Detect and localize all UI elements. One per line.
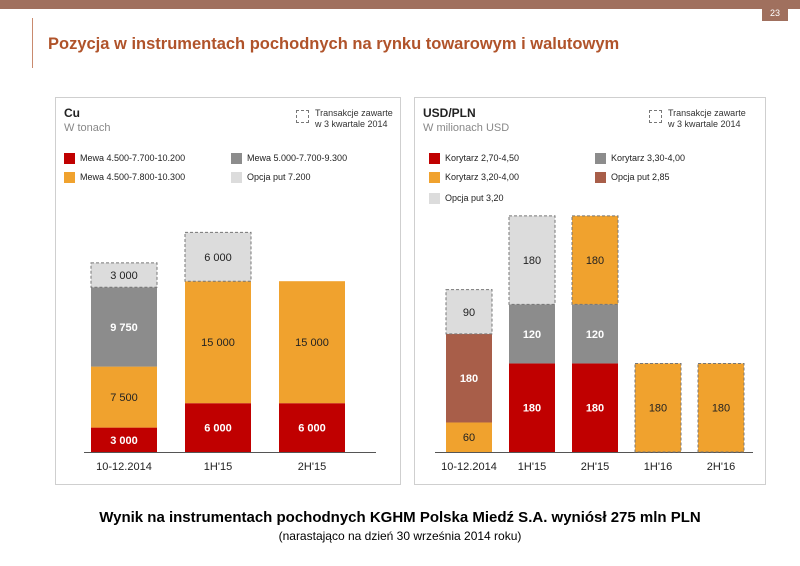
legend-swatch	[429, 153, 440, 164]
usdpln-data-label-2-2: 180	[586, 403, 604, 415]
cu-bar-segment-1-0	[185, 403, 251, 452]
legend-label: Korytarz 3,20-4,00	[445, 172, 520, 182]
usdpln-category-label-2: 2H'15	[581, 461, 609, 473]
legend-swatch	[429, 193, 440, 204]
usdpln-category-label-0: 10-12.2014	[441, 461, 497, 473]
usdpln-bar-segment-1-4	[508, 215, 556, 305]
usdpln-data-label-1-4: 180	[523, 255, 541, 267]
cu-stacked-bar-chart: 3 000 7 500 9 750 3 000 10-12.2014 6 000 15 00…	[84, 231, 376, 473]
usdpln-category-label-3: 1H'16	[644, 461, 672, 473]
legend-label: Opcja put 2,85	[611, 172, 670, 182]
legend-swatch	[595, 153, 606, 164]
dashed-box-icon	[296, 110, 309, 123]
legend-swatch	[64, 153, 75, 164]
usdpln-dashed-legend: Transakcje zawarte w 3 kwartale 2014	[649, 108, 746, 130]
usdpln-dashed-legend-text: Transakcje zawarte w 3 kwartale 2014	[668, 108, 746, 129]
usdpln-data-label-0-0: 60	[463, 432, 475, 444]
usdpln-category-label-4: 2H'16	[707, 461, 735, 473]
usdpln-bar-segment-2-3	[572, 304, 618, 364]
cu-bar-segment-0-3	[90, 262, 158, 288]
cu-dashed-legend: Transakcje zawarte w 3 kwartale 2014	[296, 108, 393, 130]
usdpln-bar-segment-0-4	[445, 289, 493, 335]
usdpln-bar-segment-0-1	[446, 333, 492, 423]
footer-date-note: (narastająco na dzień 30 września 2014 r…	[278, 529, 522, 543]
legend-swatch	[231, 172, 242, 183]
cu-bar-segment-0-0	[91, 427, 157, 452]
legend-label: Mewa 5.000-7.700-9.300	[247, 153, 348, 163]
legend-label: Opcja put 3,20	[445, 193, 504, 203]
usdpln-bar-segment-2-2	[572, 363, 618, 452]
cu-chart-subtitle: W tonach	[64, 122, 111, 134]
page-title: Pozycja w instrumentach pochodnych na ry…	[48, 35, 620, 53]
cu-data-label-1-1: 15 000	[201, 337, 235, 349]
cu-bar-segment-1-1	[185, 281, 251, 404]
dashed-box-icon	[649, 110, 662, 123]
cu-bar-segment-0-2	[91, 287, 157, 367]
cu-bar-segment-1-3	[184, 231, 252, 282]
cu-data-label-0-3: 3 000	[110, 270, 138, 282]
cu-bar-segment-2-1	[279, 281, 345, 404]
usdpln-data-label-2-3: 120	[586, 329, 604, 341]
legend-label: Korytarz 3,30-4,00	[611, 153, 686, 163]
cu-data-label-2-1: 15 000	[295, 337, 329, 349]
legend-label: Mewa 4.500-7.700-10.200	[80, 153, 186, 163]
cu-bar-segment-0-1	[91, 366, 157, 428]
cu-data-label-0-1: 7 500	[110, 392, 138, 404]
cu-data-label-1-3: 6 000	[204, 252, 232, 264]
usdpln-bar-segment-4-5	[697, 362, 745, 453]
cu-bar-segment-2-0	[279, 403, 345, 452]
legend-label: Korytarz 2,70-4,50	[445, 153, 520, 163]
cu-dashed-legend-text: Transakcje zawarte w 3 kwartale 2014	[315, 108, 393, 129]
usdpln-data-label-0-4: 90	[463, 307, 475, 319]
usdpln-bar-segment-3-5	[634, 362, 682, 453]
legend-swatch	[429, 172, 440, 183]
page-number: 23	[762, 5, 788, 21]
usdpln-bar-segment-0-0	[446, 422, 492, 452]
cu-chart-panel: Cu W tonach Transakcje zawarte w 3 kwart…	[55, 97, 401, 485]
legend-label: Mewa 4.500-7.800-10.300	[80, 172, 186, 182]
usdpln-category-label-1: 1H'15	[518, 461, 546, 473]
top-bar	[0, 0, 800, 9]
usdpln-data-label-4-5: 180	[712, 403, 730, 415]
cu-data-label-1-0: 6 000	[204, 423, 232, 435]
usdpln-bar-segment-1-2	[509, 363, 555, 452]
cu-category-label-1: 1H'15	[204, 461, 232, 473]
usdpln-data-label-2-5: 180	[586, 255, 604, 267]
cu-data-label-0-2: 9 750	[110, 322, 138, 334]
cu-category-label-0: 10-12.2014	[96, 461, 152, 473]
legend-swatch	[231, 153, 242, 164]
cu-category-label-2: 2H'15	[298, 461, 326, 473]
usdpln-chart-title: USD/PLN	[423, 106, 476, 120]
title-rule	[32, 18, 33, 68]
usdpln-bar-segment-1-3	[509, 304, 555, 364]
usdpln-data-label-1-3: 120	[523, 329, 541, 341]
cu-data-label-2-0: 6 000	[298, 423, 326, 435]
legend-swatch	[64, 172, 75, 183]
usdpln-data-label-0-1: 180	[460, 373, 478, 385]
usdpln-data-label-1-2: 180	[523, 403, 541, 415]
usdpln-data-label-3-5: 180	[649, 403, 667, 415]
usdpln-chart-panel: USD/PLN W milionach USD Transakcje zawar…	[414, 97, 766, 485]
footer-result-text: Wynik na instrumentach pochodnych KGHM P…	[99, 509, 701, 526]
legend-label: Opcja put 7.200	[247, 172, 311, 182]
usdpln-stacked-bar-chart: 60 180 90 10-12.2014 180 120 180 1H'15 180 120 180…	[435, 215, 753, 473]
usdpln-chart-subtitle: W milionach USD	[423, 122, 510, 134]
legend-swatch	[595, 172, 606, 183]
usdpln-bar-segment-2-5	[571, 215, 619, 305]
cu-chart-title: Cu	[64, 106, 80, 120]
cu-data-label-0-0: 3 000	[110, 435, 138, 447]
